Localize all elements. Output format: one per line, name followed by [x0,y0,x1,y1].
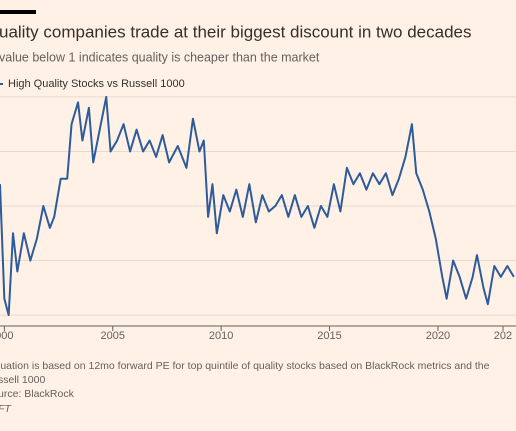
chart-subtitle: value below 1 indicates quality is cheap… [0,50,320,64]
x-tick-label: 000 [0,330,14,342]
x-tick-label: 2020 [426,330,450,342]
footnote: FT [0,403,12,415]
footnote: luation is based on 12mo forward PE for … [0,360,490,372]
x-tick-label: 2015 [317,330,341,342]
x-tick-label: 202 [494,330,512,342]
chart-title: uality companies trade at their biggest … [0,22,472,41]
brand-bar [0,10,36,14]
footnote: ssell 1000 [0,374,45,386]
footnote: urce: BlackRock [0,388,75,400]
x-tick-label: 2010 [209,330,233,342]
x-tick-label: 2005 [100,330,124,342]
legend-label: High Quality Stocks vs Russell 1000 [8,78,185,90]
data-line [0,95,515,317]
plot: High Quality Stocks vs Russell 1000 000 20… [0,78,516,342]
